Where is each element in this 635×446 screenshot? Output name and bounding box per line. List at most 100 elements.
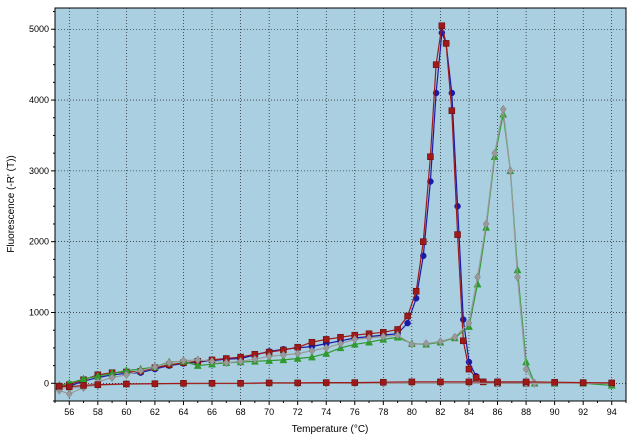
data-point-marker bbox=[365, 333, 373, 343]
y-tick-label: 5000 bbox=[29, 24, 49, 34]
x-tick-label: 80 bbox=[407, 407, 417, 417]
y-axis-label: Fluorescence (-R' (T)) bbox=[6, 155, 17, 252]
data-point-marker bbox=[451, 332, 459, 342]
data-point-marker bbox=[208, 380, 216, 387]
data-point-marker bbox=[454, 231, 461, 238]
y-tick-label: 1000 bbox=[29, 307, 49, 317]
data-point-marker bbox=[308, 352, 316, 361]
y-tick-label: 2000 bbox=[29, 237, 49, 247]
data-point-marker bbox=[522, 364, 530, 374]
data-point-marker bbox=[465, 378, 473, 386]
data-point-marker bbox=[79, 374, 88, 383]
data-point-marker bbox=[237, 380, 244, 387]
data-point-marker bbox=[579, 379, 587, 386]
data-point-marker bbox=[308, 338, 316, 346]
x-tick-label: 70 bbox=[264, 407, 274, 417]
data-point-marker bbox=[337, 339, 344, 349]
data-point-marker bbox=[56, 382, 63, 390]
data-point-marker bbox=[454, 203, 461, 210]
x-tick-label: 90 bbox=[550, 407, 560, 417]
x-tick-label: 88 bbox=[521, 407, 531, 417]
series-5 bbox=[56, 378, 615, 391]
x-tick-label: 84 bbox=[464, 407, 474, 417]
data-point-marker bbox=[438, 22, 446, 29]
x-tick-label: 62 bbox=[150, 407, 160, 417]
series-layer bbox=[55, 22, 616, 399]
data-point-marker bbox=[294, 379, 301, 387]
data-point-marker bbox=[380, 332, 387, 341]
x-tick-label: 76 bbox=[350, 407, 360, 417]
data-point-marker bbox=[412, 287, 420, 295]
data-point-marker bbox=[251, 354, 259, 364]
data-point-marker bbox=[514, 272, 521, 282]
data-point-marker bbox=[80, 382, 87, 389]
data-point-marker bbox=[394, 330, 401, 340]
data-point-marker bbox=[432, 61, 440, 68]
data-point-marker bbox=[350, 339, 359, 348]
series-line bbox=[59, 381, 612, 388]
data-point-marker bbox=[482, 219, 490, 229]
data-point-marker bbox=[404, 319, 411, 327]
data-point-marker bbox=[65, 389, 73, 399]
data-point-marker bbox=[507, 166, 514, 176]
data-point-marker bbox=[322, 343, 330, 353]
data-point-marker bbox=[137, 366, 144, 375]
data-point-marker bbox=[465, 365, 473, 373]
data-point-marker bbox=[222, 358, 230, 368]
data-point-marker bbox=[380, 378, 387, 386]
x-tick-label: 60 bbox=[121, 407, 131, 417]
data-point-marker bbox=[491, 148, 498, 158]
data-point-marker bbox=[151, 380, 159, 387]
x-tick-label: 68 bbox=[236, 407, 246, 417]
data-point-marker bbox=[408, 378, 416, 386]
x-tick-label: 78 bbox=[378, 407, 388, 417]
x-tick-label: 94 bbox=[607, 407, 617, 417]
data-point-marker bbox=[180, 356, 187, 366]
data-point-marker bbox=[551, 378, 558, 386]
x-tick-label: 74 bbox=[321, 407, 331, 417]
data-point-marker bbox=[208, 356, 216, 366]
data-point-marker bbox=[123, 370, 130, 380]
data-point-marker bbox=[194, 355, 202, 365]
data-point-marker bbox=[322, 348, 331, 357]
x-tick-label: 64 bbox=[178, 407, 188, 417]
data-point-marker bbox=[427, 153, 434, 160]
data-point-marker bbox=[448, 107, 456, 114]
data-point-marker bbox=[442, 40, 450, 47]
x-tick-label: 66 bbox=[207, 407, 217, 417]
data-point-marker bbox=[66, 383, 73, 391]
data-point-marker bbox=[108, 373, 116, 383]
data-point-marker bbox=[408, 339, 416, 349]
data-point-marker bbox=[420, 238, 427, 245]
data-point-marker bbox=[494, 378, 501, 386]
data-point-marker bbox=[265, 351, 273, 361]
data-point-marker bbox=[280, 350, 287, 360]
data-point-marker bbox=[474, 272, 481, 282]
data-point-marker bbox=[265, 379, 273, 387]
y-tick-labels: 0 1000 2000 3000 4000 5000 bbox=[29, 11, 55, 402]
y-tick-label: 4000 bbox=[29, 95, 49, 105]
data-point-marker bbox=[351, 379, 359, 386]
data-point-marker bbox=[460, 316, 467, 323]
x-tick-labels: 56 58 60 62 64 66 68 70 72 74 76 78 80 82 84 86 88 90 92 94 bbox=[54, 401, 627, 417]
data-point-marker bbox=[123, 380, 130, 388]
data-point-marker bbox=[279, 355, 288, 364]
x-axis-label: Temperature (°C) bbox=[292, 424, 369, 435]
x-tick-label: 56 bbox=[64, 407, 74, 417]
data-point-marker bbox=[608, 379, 615, 387]
data-point-marker bbox=[460, 337, 467, 345]
data-point-marker bbox=[322, 379, 330, 386]
y-tick-label: 3000 bbox=[29, 166, 49, 176]
data-point-marker bbox=[294, 349, 301, 358]
y-tick-label: 0 bbox=[44, 378, 49, 388]
x-tick-label: 86 bbox=[493, 407, 503, 417]
data-point-marker bbox=[404, 312, 411, 320]
data-point-marker bbox=[351, 334, 359, 344]
data-point-marker bbox=[151, 362, 159, 372]
data-point-marker bbox=[422, 339, 430, 349]
data-point-marker bbox=[193, 361, 202, 369]
x-tick-label: 82 bbox=[435, 407, 445, 417]
data-point-marker bbox=[237, 356, 244, 366]
